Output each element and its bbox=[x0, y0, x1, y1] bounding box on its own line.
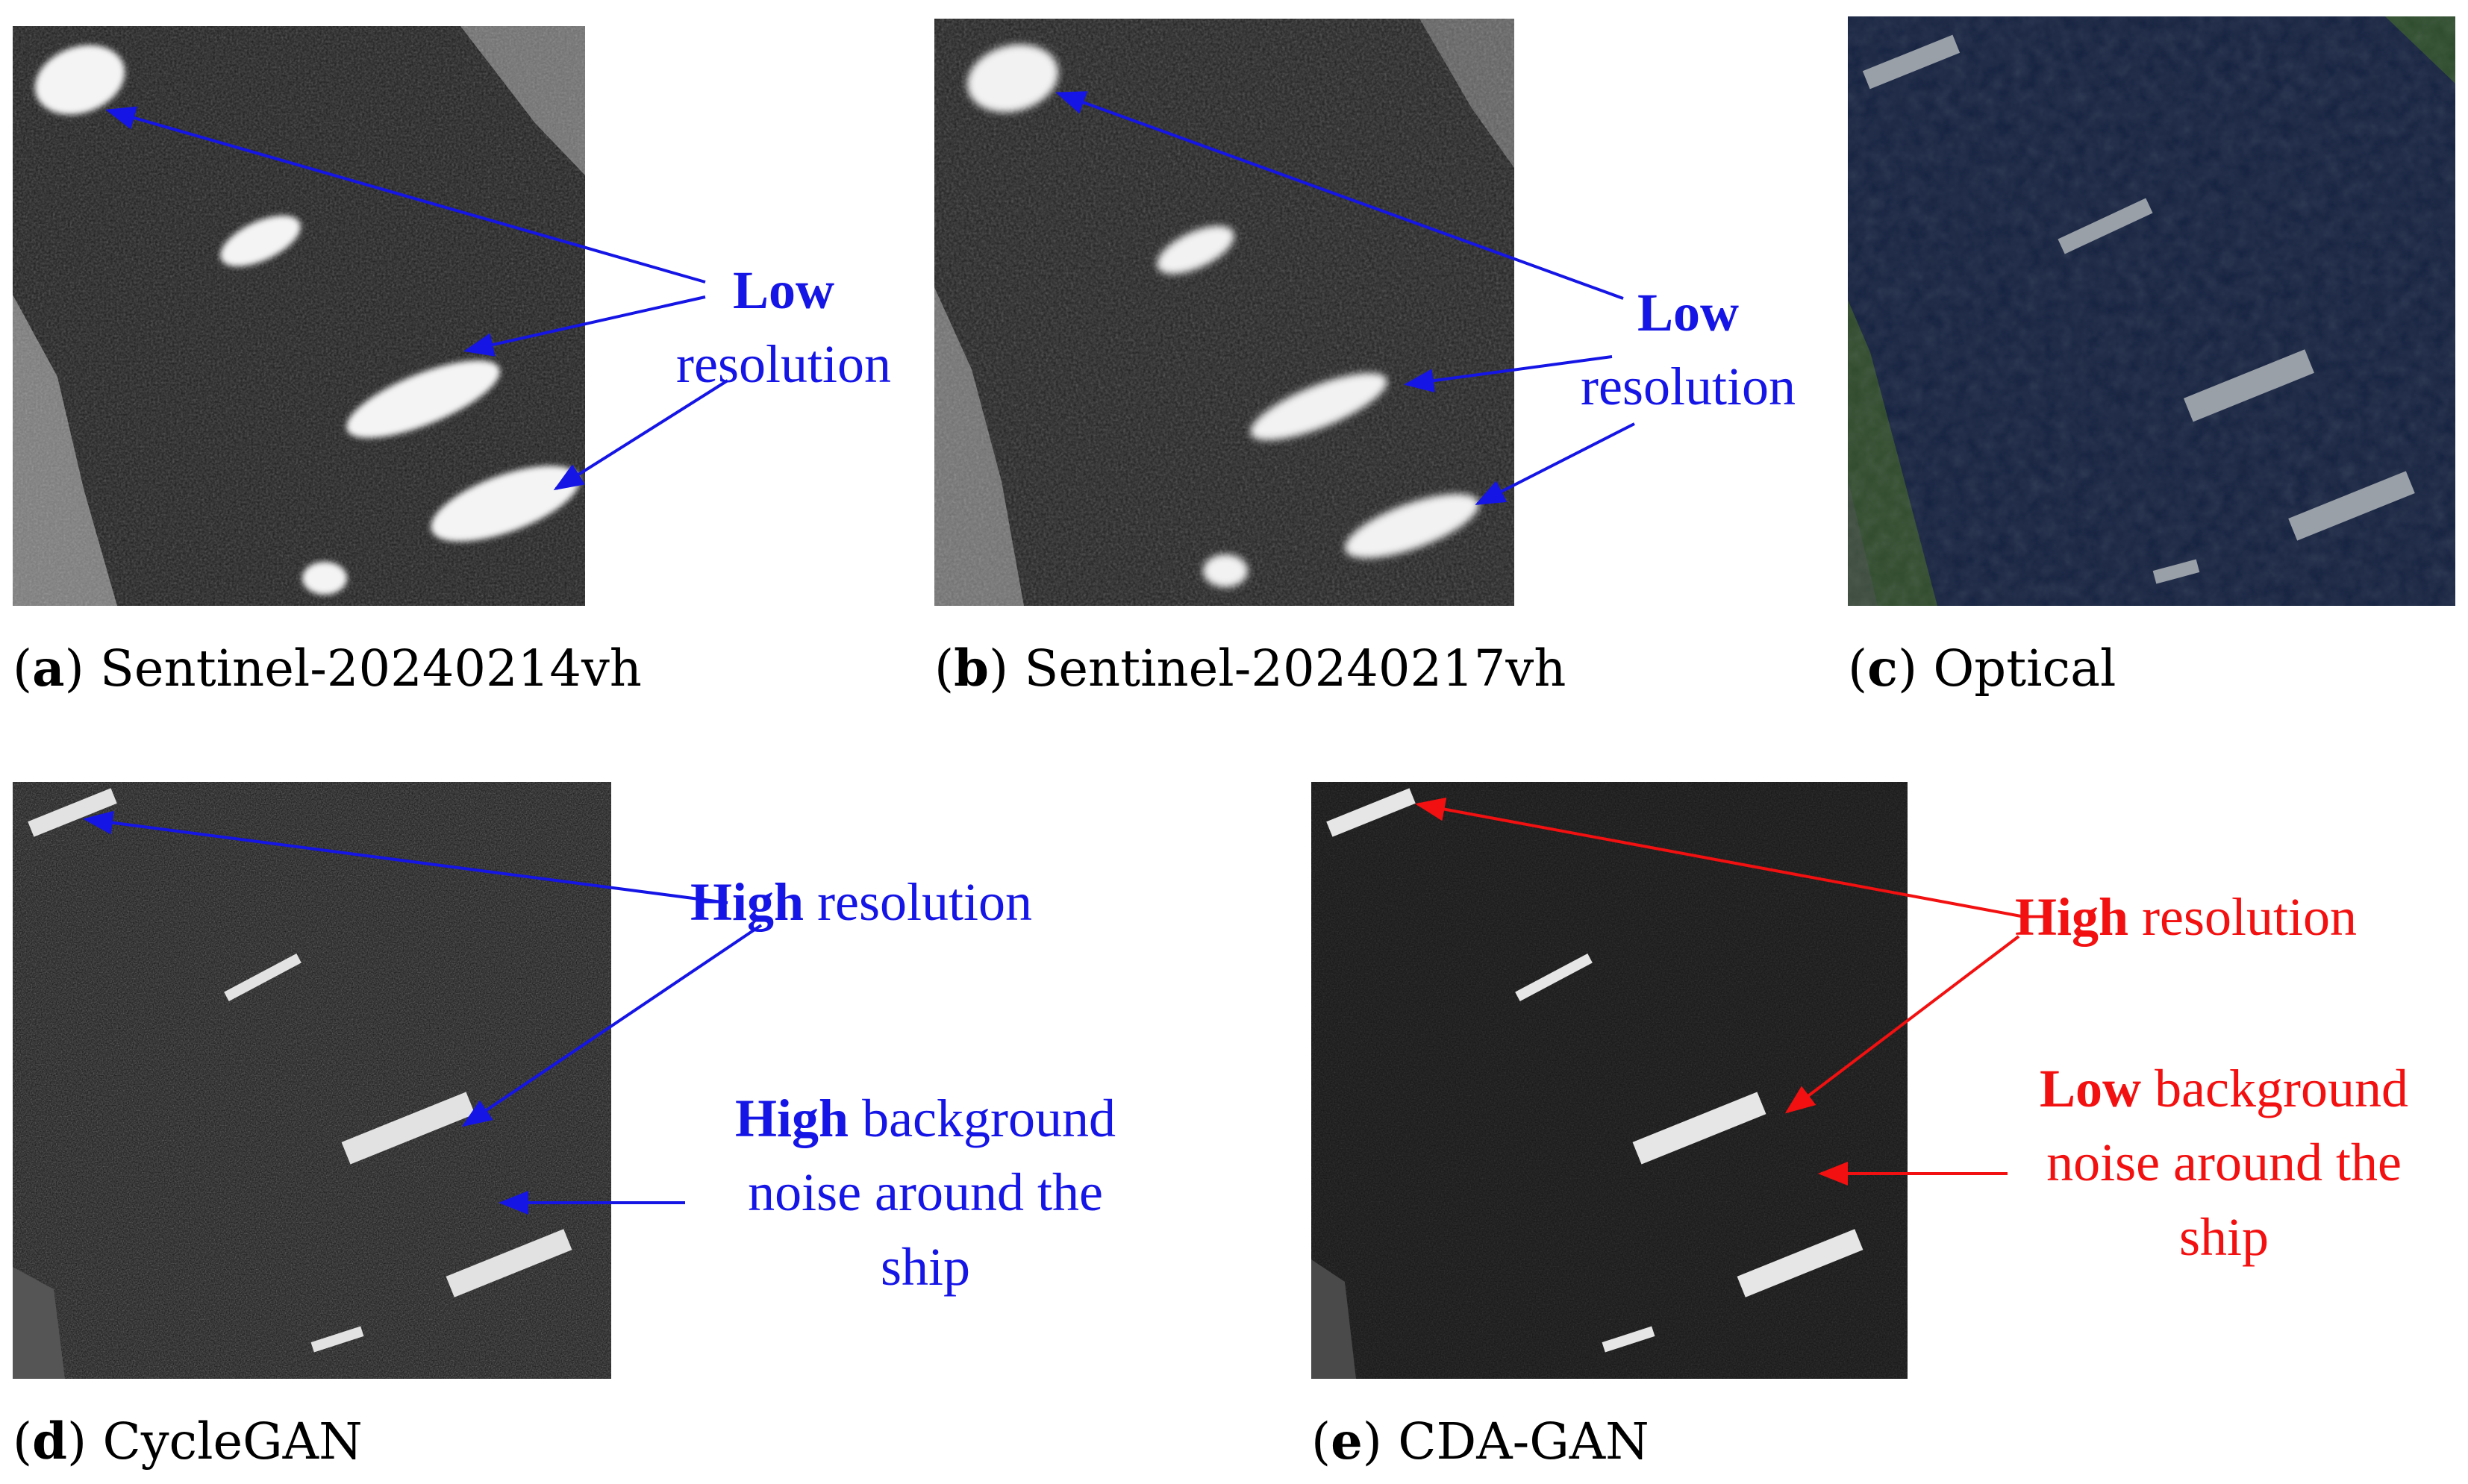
panel-c-optical-image bbox=[1848, 16, 2455, 606]
optical-satellite-image bbox=[1848, 16, 2455, 606]
caption-text: Sentinel-20240217vh bbox=[1008, 639, 1566, 698]
annotation-e-high-resolution: High resolution bbox=[2015, 887, 2358, 947]
caption-text: CycleGAN bbox=[87, 1412, 363, 1471]
panel-d-cyclegan-image bbox=[13, 782, 611, 1379]
panel-e-cdagan-image bbox=[1311, 782, 1908, 1379]
caption-a: (a) Sentinel-20240214vh bbox=[13, 639, 642, 698]
generated-optical-ships-image bbox=[1311, 782, 1908, 1379]
annotation-e-low-noise: Low background noise around the ship bbox=[2040, 1059, 2408, 1267]
generated-optical-ships-image bbox=[13, 782, 611, 1379]
annotation-d-high-noise: High background noise around the ship bbox=[735, 1089, 1116, 1297]
caption-e: (e) CDA-GAN bbox=[1311, 1412, 1649, 1471]
caption-letter: b bbox=[954, 639, 989, 698]
panel-b-sar-image bbox=[934, 19, 1514, 606]
caption-text: Optical bbox=[1917, 639, 2116, 698]
sar-ships-image bbox=[934, 19, 1514, 606]
caption-letter: c bbox=[1867, 639, 1898, 698]
panel-a-sar-image bbox=[13, 26, 585, 606]
caption-letter: e bbox=[1331, 1412, 1363, 1471]
caption-text: Sentinel-20240214vh bbox=[84, 639, 642, 698]
caption-letter: d bbox=[32, 1412, 67, 1471]
sar-ships-image bbox=[13, 26, 585, 606]
caption-b: (b) Sentinel-20240217vh bbox=[934, 639, 1566, 698]
annotation-a-low-resolution: Low resolution bbox=[676, 260, 891, 395]
caption-d: (d) CycleGAN bbox=[13, 1412, 363, 1471]
caption-letter: a bbox=[32, 639, 65, 698]
annotation-d-high-resolution: High resolution bbox=[690, 872, 1033, 932]
caption-text: CDA-GAN bbox=[1381, 1412, 1649, 1471]
annotation-b-low-resolution: Low resolution bbox=[1581, 283, 1796, 417]
caption-c: (c) Optical bbox=[1848, 639, 2116, 698]
